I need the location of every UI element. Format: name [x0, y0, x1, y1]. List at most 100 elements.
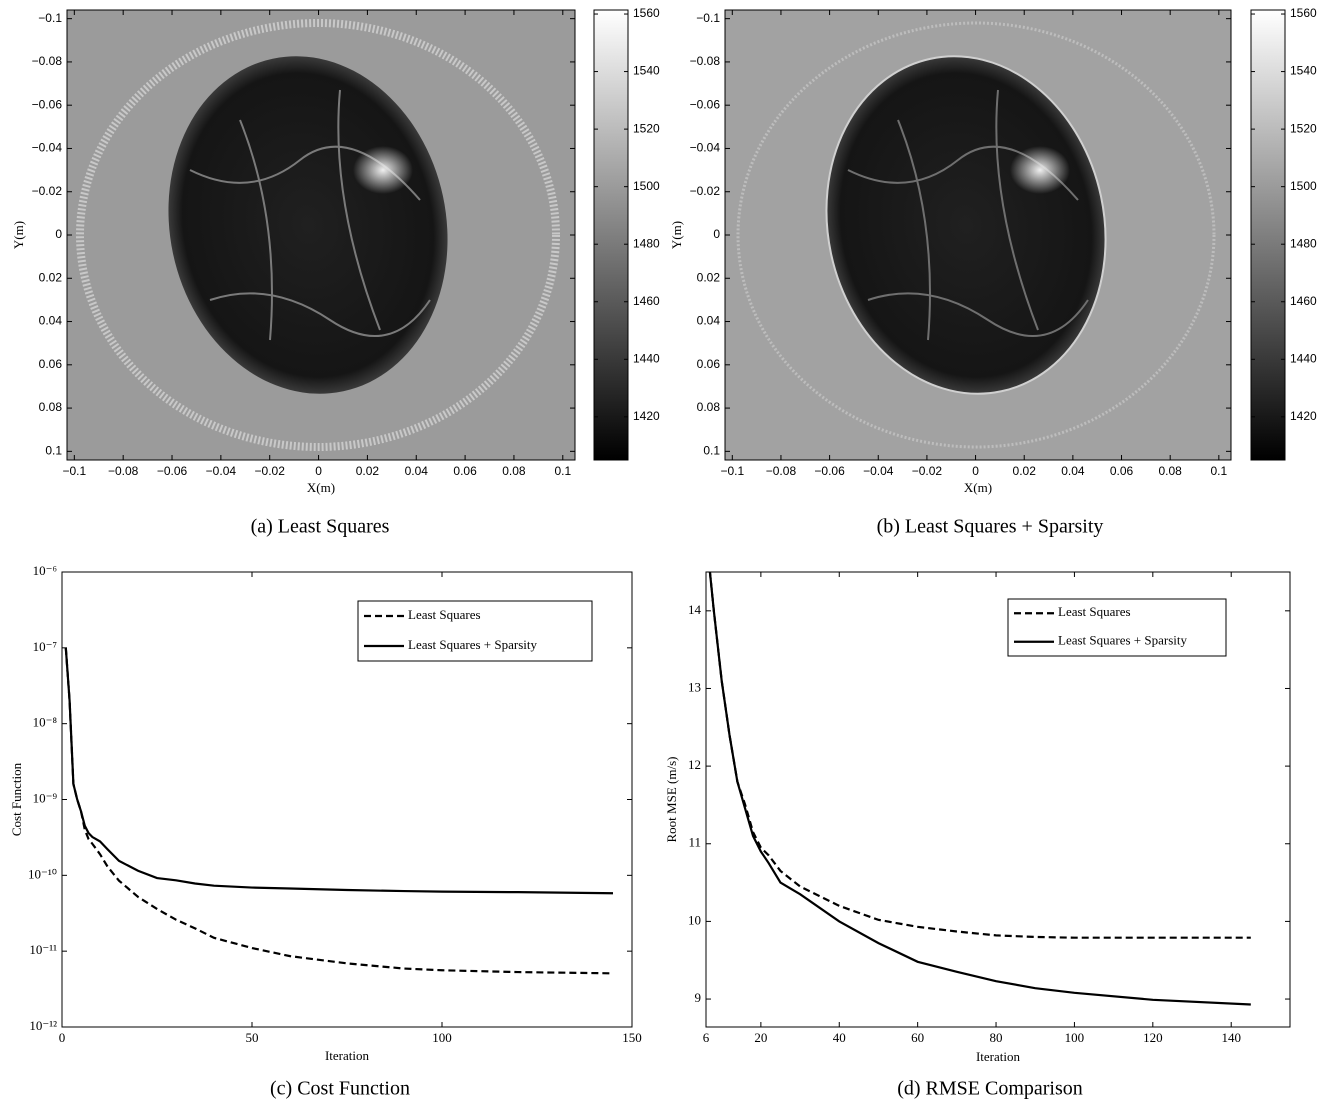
y-tick-label: 0.08: [39, 400, 63, 414]
x-tick-label: 0.1: [554, 464, 571, 478]
y-tick-label: 10: [688, 912, 701, 927]
x-tick-label: 0: [315, 464, 322, 478]
y-tick-label: 14: [688, 602, 702, 617]
colorbar-tick-label: 1460: [1290, 294, 1317, 308]
x-tick-label: 0.1: [1210, 464, 1227, 478]
y-tick-label: 10⁻¹¹: [29, 942, 57, 957]
y-tick-label: −0.06: [690, 97, 721, 111]
colorbar-tick-label: 1440: [1290, 351, 1317, 365]
colorbar-tick-label: 1480: [1290, 236, 1317, 250]
legend-label: Least Squares: [1058, 604, 1131, 619]
x-tick-label: −0.1: [720, 464, 744, 478]
caption: (c) Cost Function: [270, 1078, 410, 1100]
x-tick-label: −0.02: [912, 464, 943, 478]
x-tick-label: 6: [703, 1030, 710, 1045]
colorbar-tick-label: 1560: [1290, 6, 1317, 20]
bright-spot: [1010, 146, 1070, 194]
y-tick-label: 10⁻⁶: [33, 563, 57, 578]
x-tick-label: 40: [833, 1030, 846, 1045]
y-axis-label: Cost Function: [9, 762, 24, 836]
x-tick-label: 0: [59, 1030, 66, 1045]
colorbar-tick-label: 1460: [633, 294, 660, 308]
y-tick-label: 0.1: [703, 444, 720, 458]
colorbar: [1250, 9, 1286, 461]
x-tick-label: −0.08: [766, 464, 797, 478]
x-tick-label: 0.06: [1110, 464, 1134, 478]
y-tick-label: 10⁻⁸: [33, 715, 58, 730]
legend-label: Least Squares + Sparsity: [408, 637, 538, 652]
x-tick-label: 120: [1143, 1030, 1163, 1045]
colorbar-tick-label: 1420: [633, 409, 660, 423]
x-tick-label: 140: [1221, 1030, 1241, 1045]
series-line: [64, 647, 614, 895]
x-tick-label: −0.08: [108, 464, 139, 478]
legend-label: Least Squares: [408, 607, 481, 622]
x-tick-label: 100: [432, 1030, 452, 1045]
y-tick-label: 9: [695, 990, 702, 1005]
y-tick-label: 13: [688, 679, 701, 694]
x-tick-label: 0.02: [1013, 464, 1037, 478]
y-tick-label: 0.04: [39, 314, 63, 328]
x-axis-label: X(m): [307, 480, 335, 495]
y-tick-label: −0.1: [696, 11, 720, 25]
axes-frame: [705, 571, 1291, 1028]
colorbar-tick-label: 1440: [633, 351, 660, 365]
y-axis-label: Root MSE (m/s): [664, 757, 679, 843]
x-tick-label: 0: [972, 464, 979, 478]
y-tick-label: 10⁻⁷: [33, 639, 57, 654]
x-axis-label: X(m): [964, 480, 992, 495]
texture: [189, 89, 431, 341]
x-tick-label: 0.08: [502, 464, 526, 478]
series-line: [708, 572, 1251, 1006]
colorbar-tick-label: 1500: [1290, 179, 1317, 193]
colorbar: [593, 9, 629, 461]
y-tick-label: 0.02: [697, 270, 721, 284]
x-tick-label: 100: [1065, 1030, 1085, 1045]
colorbar-tick-label: 1420: [1290, 409, 1317, 423]
colorbar-tick-label: 1480: [633, 236, 660, 250]
x-tick-label: −0.1: [62, 464, 86, 478]
texture: [847, 89, 1089, 341]
x-tick-label: −0.04: [206, 464, 237, 478]
colorbar-tick-label: 1540: [1290, 64, 1317, 78]
ring: [736, 21, 1216, 449]
y-tick-label: −0.1: [38, 11, 62, 25]
colorbar-tick-label: 1540: [633, 64, 660, 78]
y-tick-label: 0.08: [697, 400, 721, 414]
y-axis-label: Y(m): [11, 221, 26, 249]
y-tick-label: 10⁻¹⁰: [28, 866, 57, 881]
y-tick-label: 0.06: [697, 357, 721, 371]
y-tick-label: −0.02: [32, 184, 63, 198]
y-tick-label: 10⁻⁹: [33, 790, 58, 805]
y-tick-label: −0.06: [32, 97, 63, 111]
y-tick-label: 11: [688, 835, 701, 850]
x-tick-label: −0.02: [255, 464, 286, 478]
x-tick-label: 60: [911, 1030, 924, 1045]
x-tick-label: 80: [990, 1030, 1003, 1045]
y-tick-label: 0.02: [39, 270, 63, 284]
x-tick-label: −0.06: [814, 464, 845, 478]
colorbar-tick-label: 1500: [633, 179, 660, 193]
y-tick-label: 0: [55, 227, 62, 241]
x-tick-label: 0.04: [1061, 464, 1085, 478]
y-tick-label: 0: [713, 227, 720, 241]
x-tick-label: 0.06: [453, 464, 477, 478]
x-axis-label: Iteration: [325, 1048, 370, 1063]
x-tick-label: 0.04: [405, 464, 429, 478]
colorbar-tick-label: 1520: [1290, 121, 1317, 135]
y-tick-label: −0.08: [690, 54, 721, 68]
y-tick-label: 0.1: [45, 444, 62, 458]
bright-spot: [353, 146, 413, 194]
x-tick-label: 20: [754, 1030, 767, 1045]
y-tick-label: −0.04: [32, 141, 63, 155]
x-axis-label: Iteration: [976, 1049, 1021, 1064]
tissue: [168, 56, 448, 394]
x-tick-label: 50: [246, 1030, 259, 1045]
series-line: [64, 647, 614, 975]
caption: (b) Least Squares + Sparsity: [877, 516, 1104, 538]
legend-label: Least Squares + Sparsity: [1058, 633, 1188, 648]
y-tick-label: −0.04: [690, 141, 721, 155]
caption: (a) Least Squares: [251, 516, 390, 538]
y-tick-label: −0.08: [32, 54, 63, 68]
